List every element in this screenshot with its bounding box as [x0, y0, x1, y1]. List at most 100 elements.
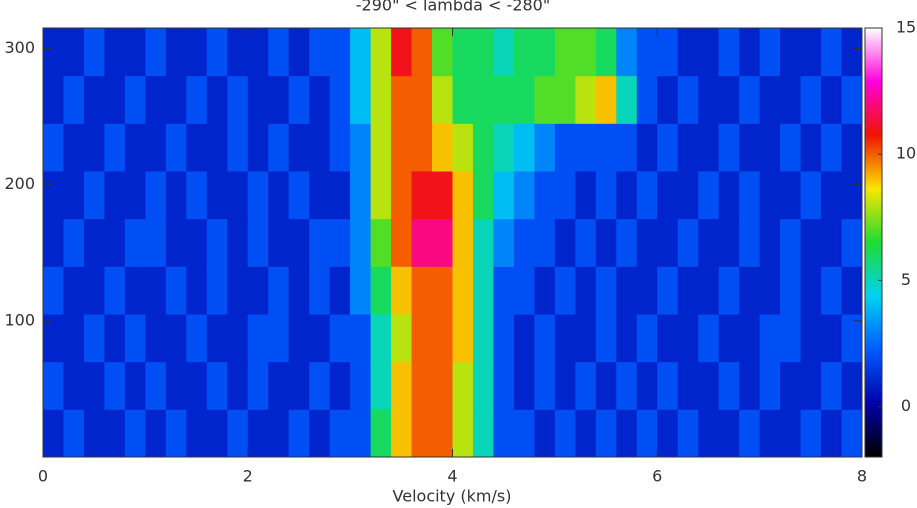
- cell: [411, 171, 433, 220]
- cell: [432, 314, 453, 363]
- cell: [83, 123, 105, 172]
- cell: [739, 266, 761, 315]
- cell: [186, 314, 208, 363]
- cell: [616, 123, 638, 172]
- heatmap: [43, 28, 863, 458]
- cell: [841, 409, 863, 458]
- cell: [739, 28, 761, 77]
- cell: [124, 266, 146, 315]
- cell: [739, 409, 761, 458]
- cell: [391, 314, 413, 363]
- cell: [104, 409, 126, 458]
- cell: [677, 361, 699, 410]
- cell: [595, 314, 617, 363]
- cell: [841, 314, 863, 363]
- cell: [63, 123, 85, 172]
- cell: [309, 409, 331, 458]
- cell: [411, 314, 433, 363]
- cell: [452, 123, 474, 172]
- cell: [63, 218, 85, 267]
- cell: [493, 75, 515, 124]
- cell: [432, 361, 453, 410]
- cell: [329, 266, 351, 315]
- cell: [780, 314, 802, 363]
- cell: [63, 409, 85, 458]
- cell: [759, 28, 781, 77]
- cell: [165, 314, 187, 363]
- cell: [636, 409, 658, 458]
- cell: [554, 171, 576, 220]
- cell: [63, 171, 85, 220]
- cell: [718, 171, 740, 220]
- cell: [718, 218, 740, 267]
- cell: [350, 361, 372, 410]
- cell: [513, 361, 535, 410]
- cell: [493, 28, 515, 77]
- cell: [759, 75, 781, 124]
- colorbar-tick-label: 0: [901, 396, 911, 415]
- cell: [472, 361, 494, 410]
- cell: [63, 75, 85, 124]
- cell: [800, 314, 822, 363]
- cell: [145, 314, 167, 363]
- cell: [247, 218, 269, 267]
- cell: [636, 218, 658, 267]
- cell: [186, 123, 208, 172]
- cell: [432, 218, 453, 267]
- cell: [452, 218, 474, 267]
- cell: [616, 361, 638, 410]
- cell: [104, 171, 126, 220]
- cell: [432, 409, 453, 458]
- cell: [595, 171, 617, 220]
- cell: [43, 28, 64, 77]
- cell: [227, 266, 249, 315]
- cell: [186, 171, 208, 220]
- cell: [227, 28, 249, 77]
- cell: [800, 361, 822, 410]
- cell: [227, 409, 249, 458]
- cell: [309, 361, 331, 410]
- cell: [554, 266, 576, 315]
- cell: [739, 218, 761, 267]
- cell: [534, 314, 556, 363]
- cell: [124, 218, 146, 267]
- y-tick-label: 300: [4, 38, 35, 57]
- cell: [534, 28, 556, 77]
- cell: [534, 266, 556, 315]
- cell: [513, 218, 535, 267]
- cell: [329, 218, 351, 267]
- cell: [800, 409, 822, 458]
- cell: [472, 266, 494, 315]
- cell: [186, 218, 208, 267]
- cell: [288, 266, 310, 315]
- cell: [677, 409, 699, 458]
- cell: [554, 361, 576, 410]
- cell: [350, 28, 372, 77]
- cell: [206, 218, 228, 267]
- cell: [472, 171, 494, 220]
- cell: [391, 266, 413, 315]
- cell: [124, 123, 146, 172]
- cell: [288, 75, 310, 124]
- cell: [43, 266, 64, 315]
- cell: [821, 75, 843, 124]
- cell: [718, 75, 740, 124]
- cell: [83, 28, 105, 77]
- cell: [309, 218, 331, 267]
- cell: [227, 218, 249, 267]
- cell: [268, 409, 290, 458]
- cell: [472, 123, 494, 172]
- cell: [780, 361, 802, 410]
- cell: [554, 314, 576, 363]
- cell: [841, 123, 863, 172]
- cell: [124, 409, 146, 458]
- cell: [288, 409, 310, 458]
- cell: [268, 314, 290, 363]
- cell: [575, 266, 597, 315]
- cell: [432, 266, 453, 315]
- cell: [370, 171, 392, 220]
- cell: [595, 266, 617, 315]
- x-tick-label: 2: [243, 467, 253, 486]
- cell: [247, 171, 269, 220]
